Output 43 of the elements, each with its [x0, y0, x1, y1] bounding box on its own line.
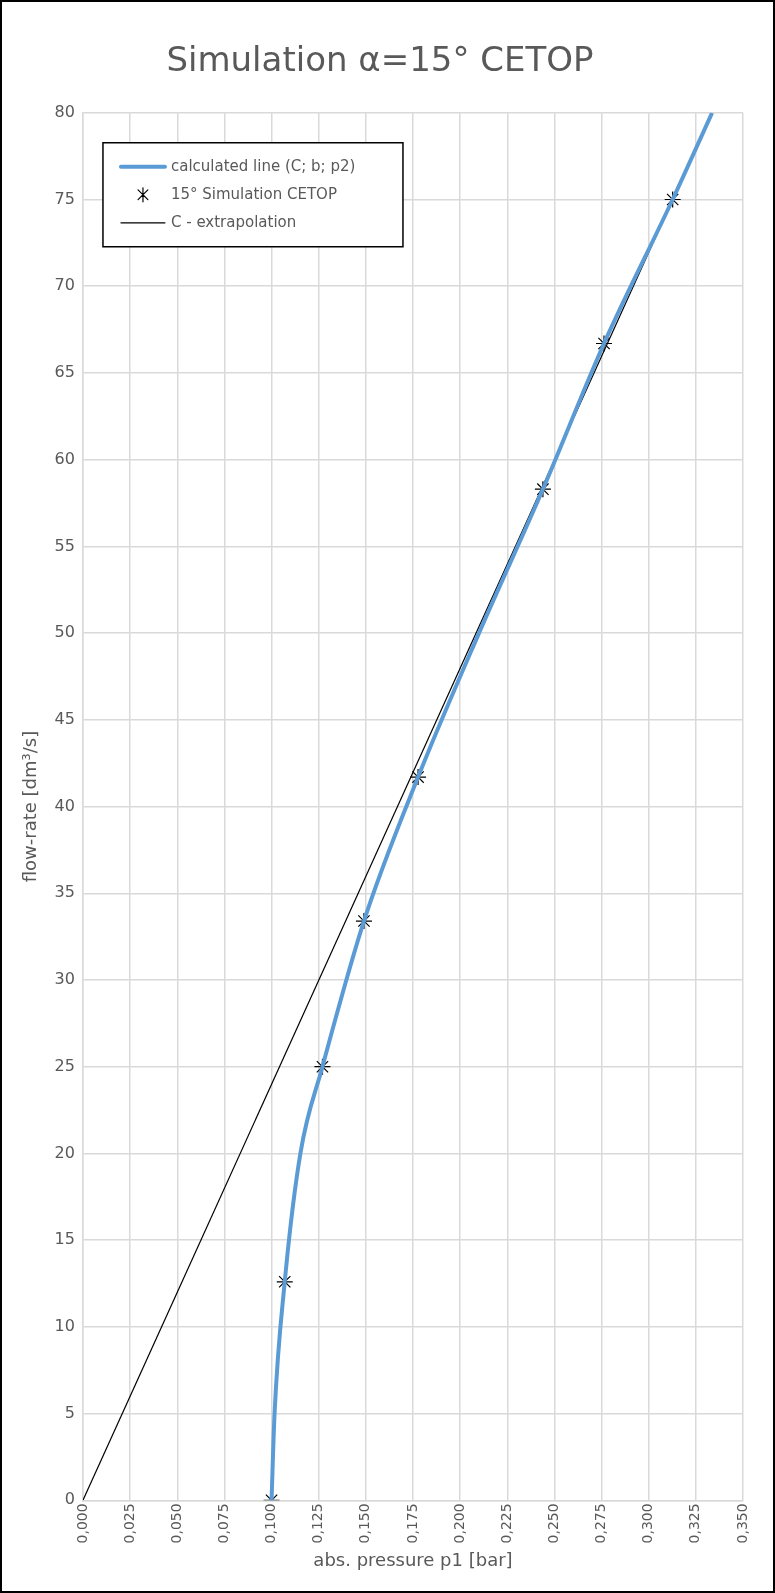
y-tick-label: 55: [54, 535, 75, 555]
point: [664, 190, 682, 209]
x-tick-label: 0,050: [167, 1503, 184, 1544]
legend-label: calculated line (C; b; p2): [170, 156, 356, 175]
y-tick-label: 40: [54, 795, 75, 815]
y-tick-label: 0: [64, 1489, 75, 1509]
point: [409, 768, 427, 786]
x-tick-label: 0,325: [686, 1503, 703, 1544]
x-tick-label: 0,000: [73, 1503, 90, 1544]
point: [355, 912, 373, 930]
x-tick-label: 0,300: [639, 1503, 656, 1544]
x-tick-label: 0,150: [356, 1503, 373, 1544]
x-tick-label: 0,075: [215, 1503, 232, 1544]
y-tick-label: 65: [54, 362, 75, 382]
x-tick-label: 0,350: [733, 1503, 750, 1544]
y-tick-label: 25: [54, 1055, 75, 1075]
legend-label: C - extrapolation: [170, 212, 297, 231]
y-tick-label: 10: [54, 1316, 75, 1336]
point: [595, 334, 613, 353]
y-tick-label: 15: [54, 1229, 75, 1249]
x-tick-label: 0,025: [120, 1503, 137, 1544]
x-tick-label: 0,275: [592, 1503, 609, 1544]
y-tick-label: 50: [54, 622, 75, 642]
x-tick-label: 0,100: [262, 1503, 279, 1544]
y-tick-label: 20: [54, 1142, 75, 1162]
point: [313, 1058, 332, 1076]
x-tick-label: 0,200: [450, 1503, 467, 1544]
x-tick-label: 0,125: [309, 1503, 326, 1544]
chart-title: Simulation α=15° CETOP: [166, 39, 594, 80]
x-tick-label: 0,225: [497, 1503, 514, 1544]
y-tick-label: 5: [64, 1402, 75, 1422]
y-tick-label: 30: [54, 969, 75, 989]
y-tick-label: 70: [54, 275, 75, 295]
x-tick-label: 0,250: [545, 1503, 562, 1544]
y-tick-label: 35: [54, 882, 75, 902]
legend-label: 15° Simulation CETOP: [170, 184, 337, 203]
y-tick-label: 75: [54, 188, 75, 208]
y-tick-label: 80: [54, 101, 75, 121]
y-tick-label: 60: [54, 448, 75, 468]
point: [534, 480, 552, 498]
x-tick-label: 0,175: [403, 1503, 420, 1544]
y-tick-label: 45: [54, 709, 75, 728]
y-axis-title: flow-rate [dm³/s]: [19, 730, 41, 883]
